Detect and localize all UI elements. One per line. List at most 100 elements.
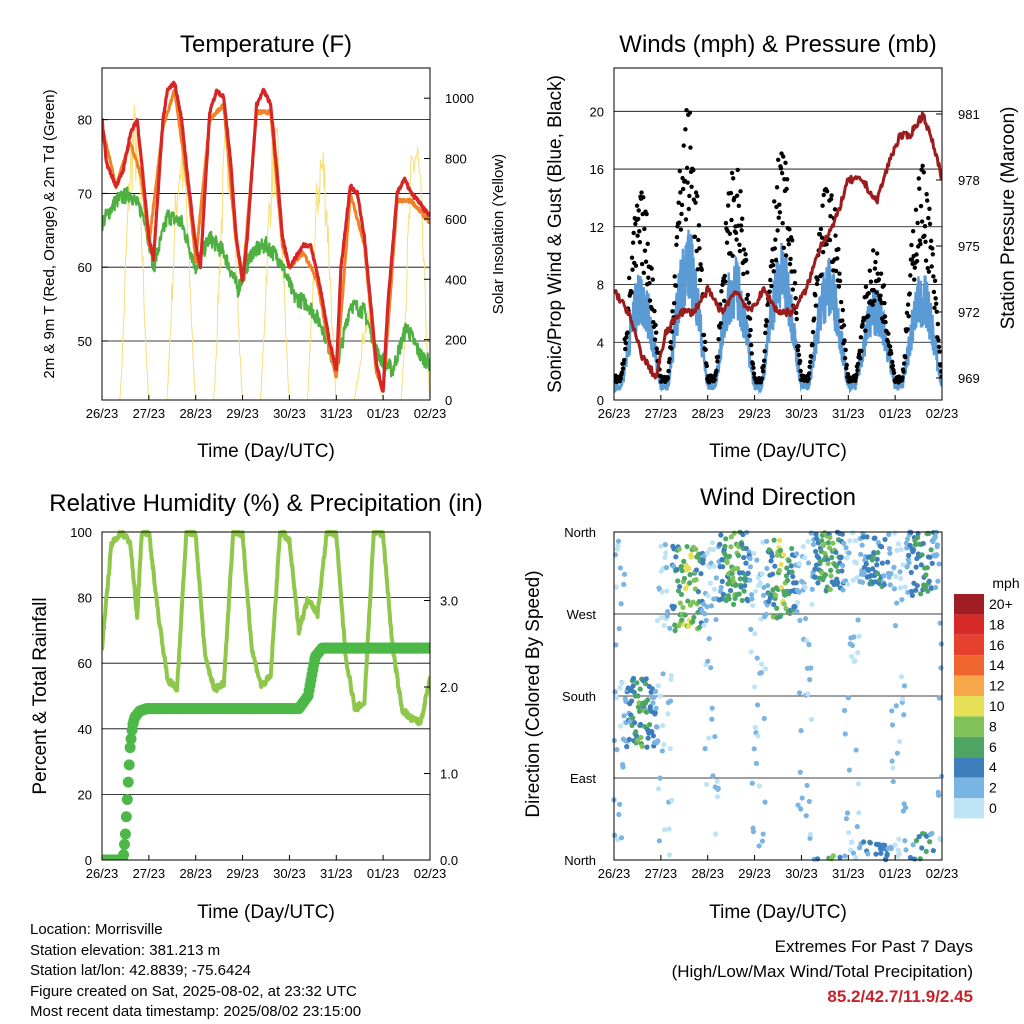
gust-point [649,266,654,271]
gust-point [924,198,930,203]
gust-point [764,319,770,324]
gust-point [912,277,917,282]
direction-point [642,681,649,687]
direction-point [705,658,711,664]
direction-point [833,563,839,569]
direction-point [897,738,903,745]
direction-point [917,856,923,862]
gust-point [815,277,820,282]
gust-point [925,266,930,271]
direction-point [771,537,777,543]
gust-point [889,351,894,356]
gust-point [642,248,648,253]
direction-panel: Wind Direction NorthEastSouthWestNorth26… [523,484,1020,923]
gust-point [907,291,912,296]
direction-point [898,575,904,582]
temperature-ytick-label: 70 [78,186,92,201]
gust-point [750,361,756,367]
rain-ytick-label: 3.0 [440,594,458,609]
gust-point [786,237,791,243]
gust-point [845,371,851,377]
gust-point [772,199,777,204]
gust-point [697,277,703,283]
gust-point [828,196,834,202]
gust-point [858,356,863,361]
direction-point [616,811,622,818]
gust-point [905,327,910,332]
gust-point [626,275,632,281]
gust-point [793,310,799,316]
direction-point [882,842,888,848]
colorbar-label: 2 [989,780,997,796]
direction-point [797,617,803,623]
direction-point [828,567,834,573]
colorbar-label: 10 [989,698,1005,714]
gust-point [641,270,647,276]
gust-point [922,233,927,239]
gust-point [863,284,869,290]
direction-point [808,665,814,671]
direction-point [754,655,760,661]
insolation-ytick-label: 600 [445,212,467,227]
temperature-xtick-label: 28/23 [179,406,212,421]
gust-point [917,238,923,243]
gust-point [887,344,893,349]
direction-xtick-label: 02/23 [926,866,959,881]
colorbar-swatch [954,614,984,635]
colorbar-swatch [954,594,984,615]
gust-point [837,271,842,276]
rain-ytick-label: 0.0 [440,853,458,868]
direction-point [814,856,821,862]
winds-ytick-label: 4 [597,335,604,350]
direction-point [665,711,671,717]
gust-point [813,303,819,308]
direction-point [913,564,919,570]
colorbar-swatch [954,757,984,778]
gust-point [904,310,910,316]
gust-point [927,221,933,227]
direction-point [741,554,747,561]
direction-point [706,735,712,741]
direction-point [673,554,679,560]
gust-point [795,347,801,353]
direction-point [757,579,763,586]
direction-point [720,564,726,570]
direction-point [728,534,734,540]
gust-point [787,227,792,232]
direction-point [799,795,805,801]
gust-point [924,191,929,197]
direction-point [777,547,784,554]
direction-point [727,587,734,594]
pressure-ytick-label: 975 [958,239,980,254]
gust-point [619,370,625,375]
gust-point [748,327,753,333]
gust-point [693,200,698,205]
direction-point [812,566,818,572]
gust-point [885,339,891,344]
gust-point [855,368,860,373]
direction-point [846,767,853,773]
direction-point [802,555,808,561]
gust-point [645,241,650,247]
gust-point [701,332,707,338]
direction-point [714,778,720,784]
gust-point [835,256,840,261]
direction-point [724,559,730,566]
direction-frame [613,531,943,861]
humidity-xtick-label: 31/23 [320,866,353,881]
gust-point [740,216,745,221]
gust-point [623,340,629,346]
direction-point [898,546,904,553]
direction-point [892,623,899,629]
direction-point [810,541,817,548]
direction-point [702,746,708,752]
gust-point [877,297,883,302]
humidity-xtick-label: 01/23 [367,866,400,881]
gust-point [714,368,719,373]
gust-point [737,248,743,254]
extremes-subheading: (High/Low/Max Wind/Total Precipitation) [671,962,973,981]
gust-point [737,242,742,247]
direction-point [844,555,850,561]
direction-point [890,778,896,785]
